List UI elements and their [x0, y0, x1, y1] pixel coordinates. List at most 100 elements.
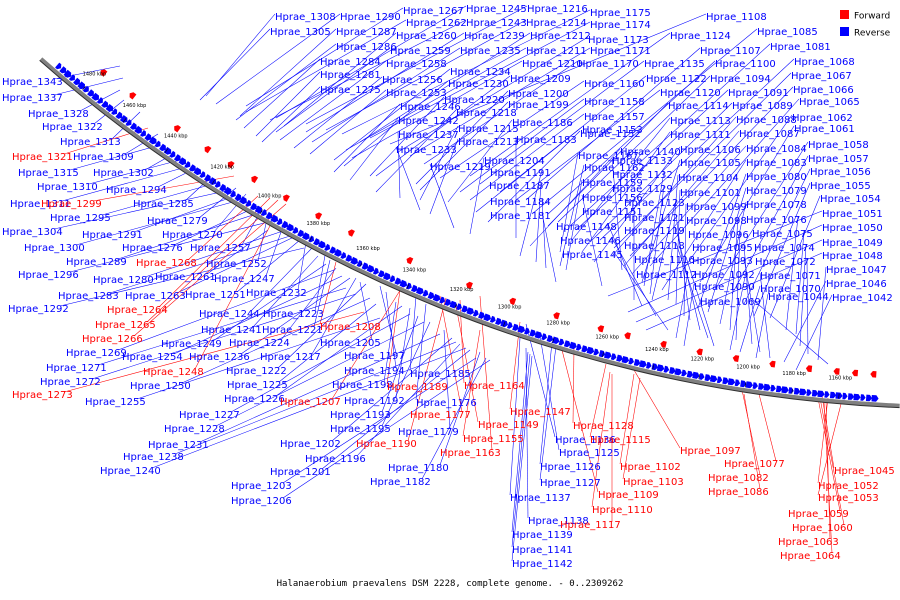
- label-leader-line: [385, 291, 397, 369]
- gene-label: Hprae_1115: [590, 435, 651, 446]
- scale-tick: [698, 374, 701, 380]
- scale-ticks: 1480 kbp 1460 kbp 1440 kbp 1420 kbp 1400 kbp…: [82, 71, 852, 399]
- gene-label: Hprae_1249: [161, 339, 222, 350]
- scale-tick: [359, 262, 363, 268]
- label-leader-line: [667, 174, 679, 301]
- gene-label: Hprae_1193: [330, 410, 391, 421]
- forward-gene-mark: [227, 161, 235, 169]
- gene-label: Hprae_1045: [834, 466, 895, 477]
- gene-label: Hprae_1265: [95, 320, 156, 331]
- reverse-gene-mark: [366, 264, 375, 273]
- label-leader-line: [675, 214, 691, 321]
- gene-label: Hprae_1117: [560, 520, 621, 531]
- reverse-gene-mark: [324, 243, 331, 251]
- forward-gene-mark: [553, 312, 560, 320]
- gene-label: Hprae_1269: [66, 348, 127, 359]
- reverse-gene-mark: [558, 338, 565, 346]
- reverse-gene-mark: [292, 226, 299, 234]
- reverse-gene-mark: [663, 365, 670, 373]
- reverse-gene-mark: [439, 296, 446, 304]
- gene-label: Hprae_1175: [590, 8, 651, 19]
- label-leader-line: [349, 117, 399, 181]
- reverse-gene-mark: [199, 171, 206, 178]
- gene-label: Hprae_1239: [464, 31, 525, 42]
- reverse-gene-mark: [699, 373, 705, 380]
- gene-label: Hprae_1047: [826, 265, 887, 276]
- gene-label: Hprae_1063: [778, 537, 839, 548]
- gene-track: [55, 62, 879, 402]
- label-leader-line: [783, 280, 827, 363]
- label-leader-line: [547, 60, 716, 215]
- gene-label: Hprae_1251: [185, 290, 246, 301]
- reverse-gene-mark: [239, 196, 247, 205]
- gene-label: Hprae_1085: [757, 27, 818, 38]
- gene-label: Hprae_1128: [573, 421, 634, 432]
- forward-gene-mark: [732, 355, 740, 362]
- gene-label: Hprae_1080: [746, 172, 807, 183]
- reverse-gene-mark: [770, 384, 776, 392]
- gene-label: Hprae_1257: [190, 243, 251, 254]
- reverse-gene-mark: [472, 309, 479, 317]
- label-leader-line: [525, 323, 556, 438]
- label-leader-line: [589, 363, 607, 438]
- reverse-gene-mark: [722, 377, 729, 385]
- reverse-gene-mark: [466, 307, 474, 315]
- reverse-gene-mark: [389, 275, 396, 283]
- reverse-gene-mark: [569, 341, 577, 350]
- gene-label: Hprae_1070: [760, 284, 821, 295]
- reverse-gene-mark: [245, 199, 252, 207]
- gene-label: Hprae_1201: [270, 467, 331, 478]
- label-leader-line: [194, 221, 273, 370]
- label-leader-line: [305, 5, 528, 125]
- gene-label: Hprae_1059: [788, 509, 849, 520]
- label-leader-line: [319, 261, 337, 325]
- label-leader-line: [557, 75, 711, 223]
- gene-label: Hprae_1119: [624, 226, 685, 237]
- reverse-gene-mark: [77, 81, 85, 90]
- gene-label: Hprae_1208: [320, 322, 381, 333]
- label-leader-line: [785, 216, 799, 331]
- gene-label: Hprae_1287: [336, 27, 397, 38]
- gene-label: Hprae_1223: [263, 309, 324, 320]
- reverse-gene-mark: [59, 66, 67, 74]
- label-leader-line: [395, 146, 421, 211]
- label-leader-line: [683, 203, 687, 317]
- reverse-gene-mark: [581, 345, 588, 353]
- gene-label: Hprae_1252: [206, 259, 267, 270]
- reverse-gene-mark: [865, 394, 873, 402]
- gene-label: Hprae_1226: [224, 394, 285, 405]
- label-leader-line: [111, 111, 141, 140]
- scale-tick: [791, 388, 793, 394]
- label-leader-line: [611, 237, 657, 317]
- label-leader-line: [305, 32, 465, 133]
- label-leader-line: [397, 131, 401, 199]
- label-leader-line: [751, 298, 829, 365]
- label-leader-line: [345, 47, 527, 151]
- reverse-gene-mark: [824, 391, 830, 398]
- forward-gene-mark: [100, 69, 108, 77]
- gene-label: Hprae_1127: [540, 478, 601, 489]
- reverse-gene-mark: [173, 154, 181, 162]
- reverse-gene-mark: [616, 354, 623, 362]
- label-leader-line: [525, 347, 529, 519]
- scale-tick: [602, 352, 604, 358]
- reverse-gene-mark: [82, 85, 89, 93]
- forward-gene-mark: [315, 212, 323, 220]
- reverse-gene-mark: [422, 289, 429, 297]
- label-leader-line: [277, 283, 367, 369]
- reverse-gene-mark: [188, 164, 196, 172]
- label-leader-line: [117, 211, 263, 260]
- gene-label: Hprae_1244: [199, 309, 260, 320]
- gene-label: Hprae_1296: [18, 270, 79, 281]
- label-leader-line: [575, 89, 729, 231]
- gene-label: Hprae_1308: [275, 12, 336, 23]
- reverse-gene-mark: [265, 211, 273, 220]
- reverse-gene-mark: [512, 323, 519, 331]
- gene-label: Hprae_1107: [700, 46, 761, 57]
- reverse-gene-mark: [140, 130, 146, 137]
- scale-tick: [552, 337, 555, 343]
- gene-label: Hprae_1122: [646, 74, 707, 85]
- reverse-gene-mark: [219, 183, 226, 192]
- reverse-gene-mark: [55, 62, 62, 70]
- label-leader-line: [707, 187, 747, 313]
